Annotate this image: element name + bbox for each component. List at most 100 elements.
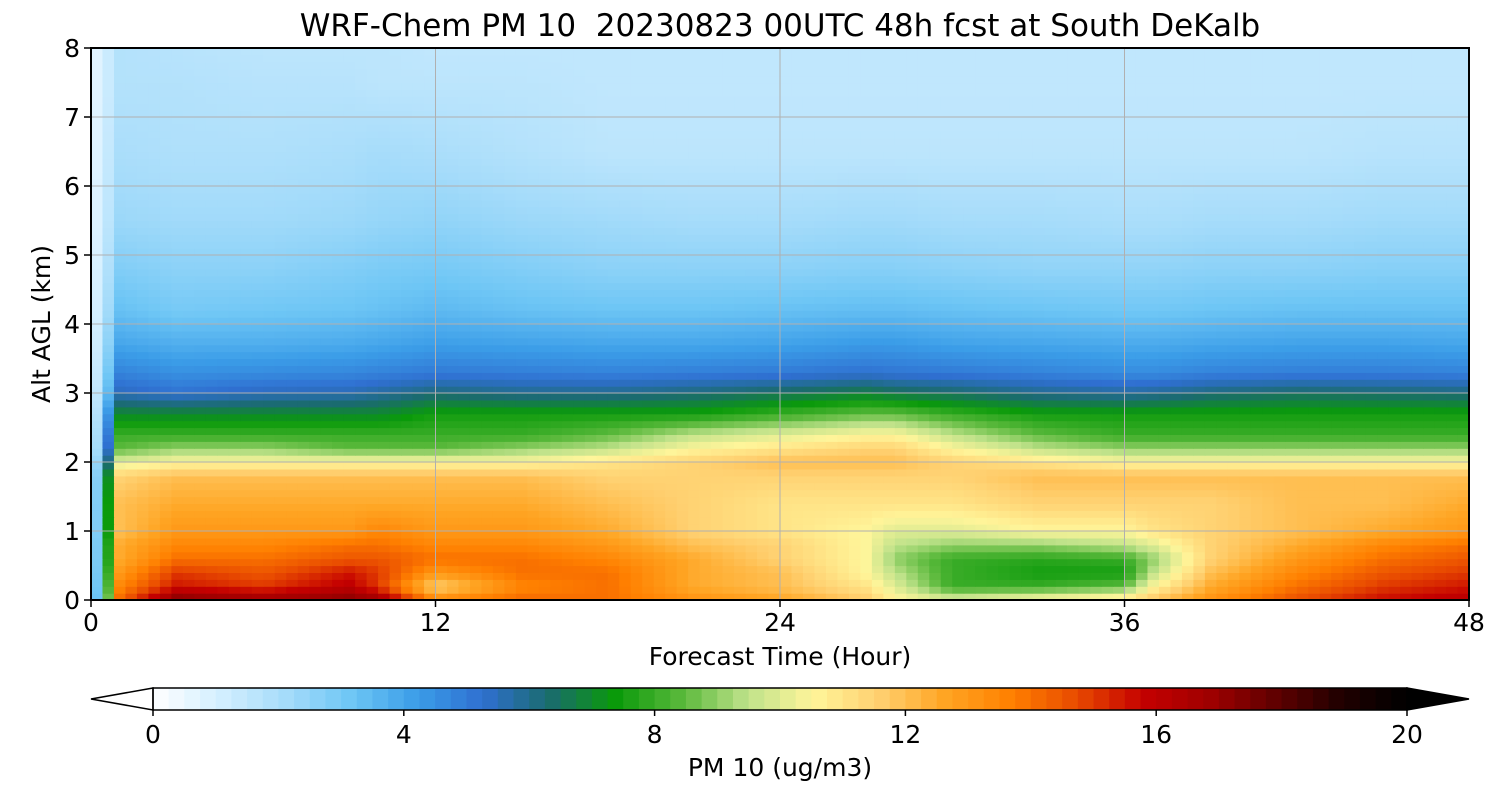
heatmap-cell [699,503,712,511]
heatmap-cell [1285,413,1298,422]
heatmap-cell [894,579,907,587]
heatmap-cell [1273,496,1286,504]
heatmap-cell [1285,572,1298,580]
heatmap-cell [148,448,161,456]
heatmap-cell [757,324,770,332]
heatmap-cell [1239,496,1252,504]
heatmap-cell [297,482,310,491]
heatmap-cell [469,482,483,491]
heatmap-cell [734,489,747,498]
heatmap-cell [757,572,770,580]
heatmap-cell [1319,427,1332,435]
heatmap-cell [159,399,172,408]
heatmap-cell [274,434,287,442]
heatmap-cell [538,448,551,456]
heatmap-cell [136,462,150,470]
heatmap-cell [1067,379,1080,387]
heatmap-cell [768,593,781,601]
heatmap-cell [906,482,919,491]
heatmap-cell [757,434,770,442]
heatmap-cell [1423,448,1436,456]
heatmap-cell [642,393,655,401]
heatmap-cell [1319,317,1332,325]
heatmap-cell [102,351,115,360]
heatmap-cell [860,317,873,325]
heatmap-cell [527,531,540,539]
heatmap-cell [825,544,839,553]
heatmap-cell [1296,420,1309,429]
heatmap-cell [492,420,505,429]
heatmap-cell [1377,544,1390,553]
heatmap-cell [251,558,264,567]
heatmap-cell [332,517,345,525]
heatmap-cell [860,365,873,373]
heatmap-cell [332,358,345,366]
heatmap-cell [1181,379,1194,387]
heatmap-cell [504,310,517,318]
heatmap-cell [332,337,345,346]
heatmap-cell [894,572,907,580]
heatmap-cell [584,399,597,408]
heatmap-cell [630,310,643,318]
heatmap-cell [1044,434,1057,442]
heatmap-cell [1250,406,1263,415]
heatmap-cell [894,468,907,477]
heatmap-cell [332,524,345,532]
heatmap-cell [355,531,368,539]
heatmap-cell [963,586,976,594]
heatmap-cell [607,462,620,470]
heatmap-cell [734,365,747,373]
heatmap-cell [1193,579,1206,587]
heatmap-cell [929,475,942,484]
heatmap-cell [768,455,781,463]
heatmap-cell [182,496,195,504]
heatmap-cell [734,393,747,401]
heatmap-cell [217,344,230,353]
heatmap-cell [263,482,276,491]
heatmap-cell [297,365,310,373]
heatmap-cell [1239,427,1252,435]
heatmap-cell [469,503,483,511]
heatmap-cell [309,427,322,435]
heatmap-cell [757,420,770,429]
heatmap-cell [642,372,655,380]
heatmap-cell [389,365,402,373]
heatmap-cell [332,496,345,504]
heatmap-cell [929,565,942,573]
heatmap-cell [171,420,184,429]
heatmap-cell [1423,455,1436,463]
heatmap-cell [435,344,448,353]
heatmap-cell [676,475,689,484]
heatmap-cell [125,517,138,525]
heatmap-cell [297,427,310,435]
heatmap-cell [814,572,827,580]
heatmap-cell [1239,393,1252,401]
heatmap-cell [1423,344,1436,353]
heatmap-cell [1423,544,1436,553]
heatmap-cell [355,565,368,573]
heatmap-cell [757,468,770,477]
heatmap-cell [825,510,839,518]
heatmap-cell [1044,358,1057,366]
heatmap-cell [596,434,609,442]
heatmap-cell [91,310,104,318]
heatmap-cell [515,524,528,532]
heatmap-cell [998,434,1011,442]
heatmap-cell [1342,455,1355,463]
heatmap-cell [699,379,712,387]
heatmap-cell [1457,551,1470,560]
heatmap-cell [619,413,632,422]
heatmap-cell [102,517,115,525]
heatmap-cell [883,455,896,463]
heatmap-cell [630,393,643,401]
heatmap-cell [309,441,322,449]
heatmap-cell [159,524,172,532]
heatmap-cell [952,572,965,580]
heatmap-cell [757,393,770,401]
heatmap-cell [940,544,953,553]
heatmap-cell [906,434,919,442]
heatmap-cell [848,475,861,484]
heatmap-cell [1181,462,1194,470]
heatmap-cell [1388,544,1401,553]
